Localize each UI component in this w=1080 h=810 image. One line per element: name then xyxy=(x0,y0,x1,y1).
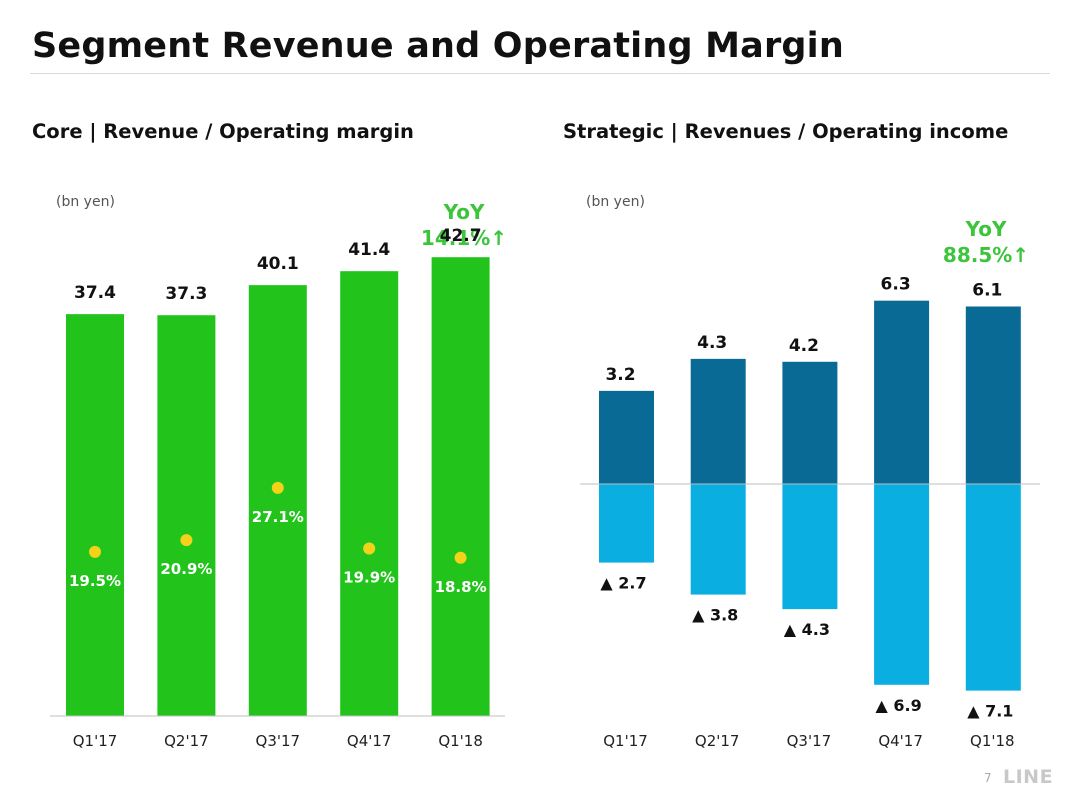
strategic-revenue-label: 4.2 xyxy=(789,336,819,356)
page-number: 7 xyxy=(984,771,992,785)
strategic-revenue-label: 3.2 xyxy=(605,365,635,385)
strategic-chart-subtitle: Strategic | Revenues / Operating income xyxy=(563,120,1009,143)
core-revenue-bar xyxy=(431,257,490,716)
core-yoy-label: YoY xyxy=(443,200,485,224)
core-category-label: Q4'17 xyxy=(347,732,392,750)
line-logo: LINE xyxy=(1003,766,1054,788)
strategic-yoy-label: YoY xyxy=(965,217,1007,241)
core-revenue-chart: 37.4 19.5% Q1'17 37.3 20.9% Q2'17 40.1 27.1% Q3'… xyxy=(50,226,505,750)
core-revenue-label: 41.4 xyxy=(348,240,390,260)
operating-income-bar xyxy=(874,484,930,685)
core-revenue-bar xyxy=(340,271,399,716)
operating-income-label: ▲ 6.9 xyxy=(875,696,921,715)
operating-income-label: ▲ 7.1 xyxy=(967,702,1013,721)
strategic-category-label: Q3'17 xyxy=(787,732,832,750)
core-category-label: Q1'18 xyxy=(438,732,483,750)
operating-income-label: ▲ 4.3 xyxy=(784,620,830,639)
strategic-category-label: Q2'17 xyxy=(695,732,740,750)
strategic-yoy-callout: YoY 88.5%↑ xyxy=(936,216,1036,268)
strategic-revenue-label: 6.1 xyxy=(972,280,1002,300)
strategic-category-label: Q4'17 xyxy=(878,732,923,750)
title-divider xyxy=(30,73,1050,74)
core-revenue-label: 40.1 xyxy=(257,254,299,274)
operating-income-label: ▲ 2.7 xyxy=(600,574,646,593)
core-category-label: Q2'17 xyxy=(164,732,209,750)
core-revenue-label: 37.3 xyxy=(165,284,207,304)
operating-margin-label: 18.8% xyxy=(435,578,487,596)
operating-income-bar xyxy=(782,484,838,610)
page-title: Segment Revenue and Operating Margin xyxy=(32,26,844,66)
strategic-unit-label: (bn yen) xyxy=(586,194,645,210)
operating-margin-dot xyxy=(271,481,284,494)
core-category-label: Q3'17 xyxy=(256,732,301,750)
strategic-revenue-bar xyxy=(782,361,838,484)
strategic-revenue-bar xyxy=(874,300,930,484)
strategic-yoy-value: 88.5%↑ xyxy=(942,243,1030,267)
operating-margin-dot xyxy=(454,551,467,564)
strategic-revenue-bar xyxy=(690,358,746,484)
operating-income-bar xyxy=(965,484,1021,691)
core-revenue-bar xyxy=(248,285,307,716)
core-yoy-callout: YoY 14.1%↑ xyxy=(414,199,514,251)
strategic-revenue-bar xyxy=(599,390,654,484)
strategic-revenue-label: 4.3 xyxy=(697,333,727,353)
strategic-revenue-chart: 3.2 ▲ 2.7 Q1'17 4.3 ▲ 3.8 Q2'17 4.2 ▲ 4.3 Q3'17 6… xyxy=(580,275,1040,750)
strategic-revenue-bar xyxy=(965,306,1021,484)
operating-income-bar xyxy=(599,484,654,563)
operating-margin-label: 20.9% xyxy=(160,560,212,578)
core-chart-subtitle: Core | Revenue / Operating margin xyxy=(32,120,414,143)
operating-margin-label: 19.5% xyxy=(69,572,121,590)
operating-margin-dot xyxy=(180,534,193,547)
core-unit-label: (bn yen) xyxy=(56,194,115,210)
core-category-label: Q1'17 xyxy=(73,732,118,750)
operating-margin-label: 19.9% xyxy=(343,569,395,587)
operating-margin-dot xyxy=(89,545,101,558)
operating-income-bar xyxy=(690,484,746,595)
core-revenue-label: 42.7 xyxy=(440,226,482,246)
operating-income-label: ▲ 3.8 xyxy=(692,606,738,625)
strategic-revenue-label: 6.3 xyxy=(881,275,911,295)
core-revenue-bar xyxy=(66,314,124,716)
operating-margin-label: 27.1% xyxy=(252,508,304,526)
strategic-category-label: Q1'17 xyxy=(603,732,648,750)
operating-margin-dot xyxy=(363,542,376,555)
core-revenue-label: 37.4 xyxy=(74,283,116,303)
core-yoy-value: 14.1%↑ xyxy=(420,226,508,250)
core-revenue-bar xyxy=(157,315,216,716)
strategic-category-label: Q1'18 xyxy=(970,732,1015,750)
